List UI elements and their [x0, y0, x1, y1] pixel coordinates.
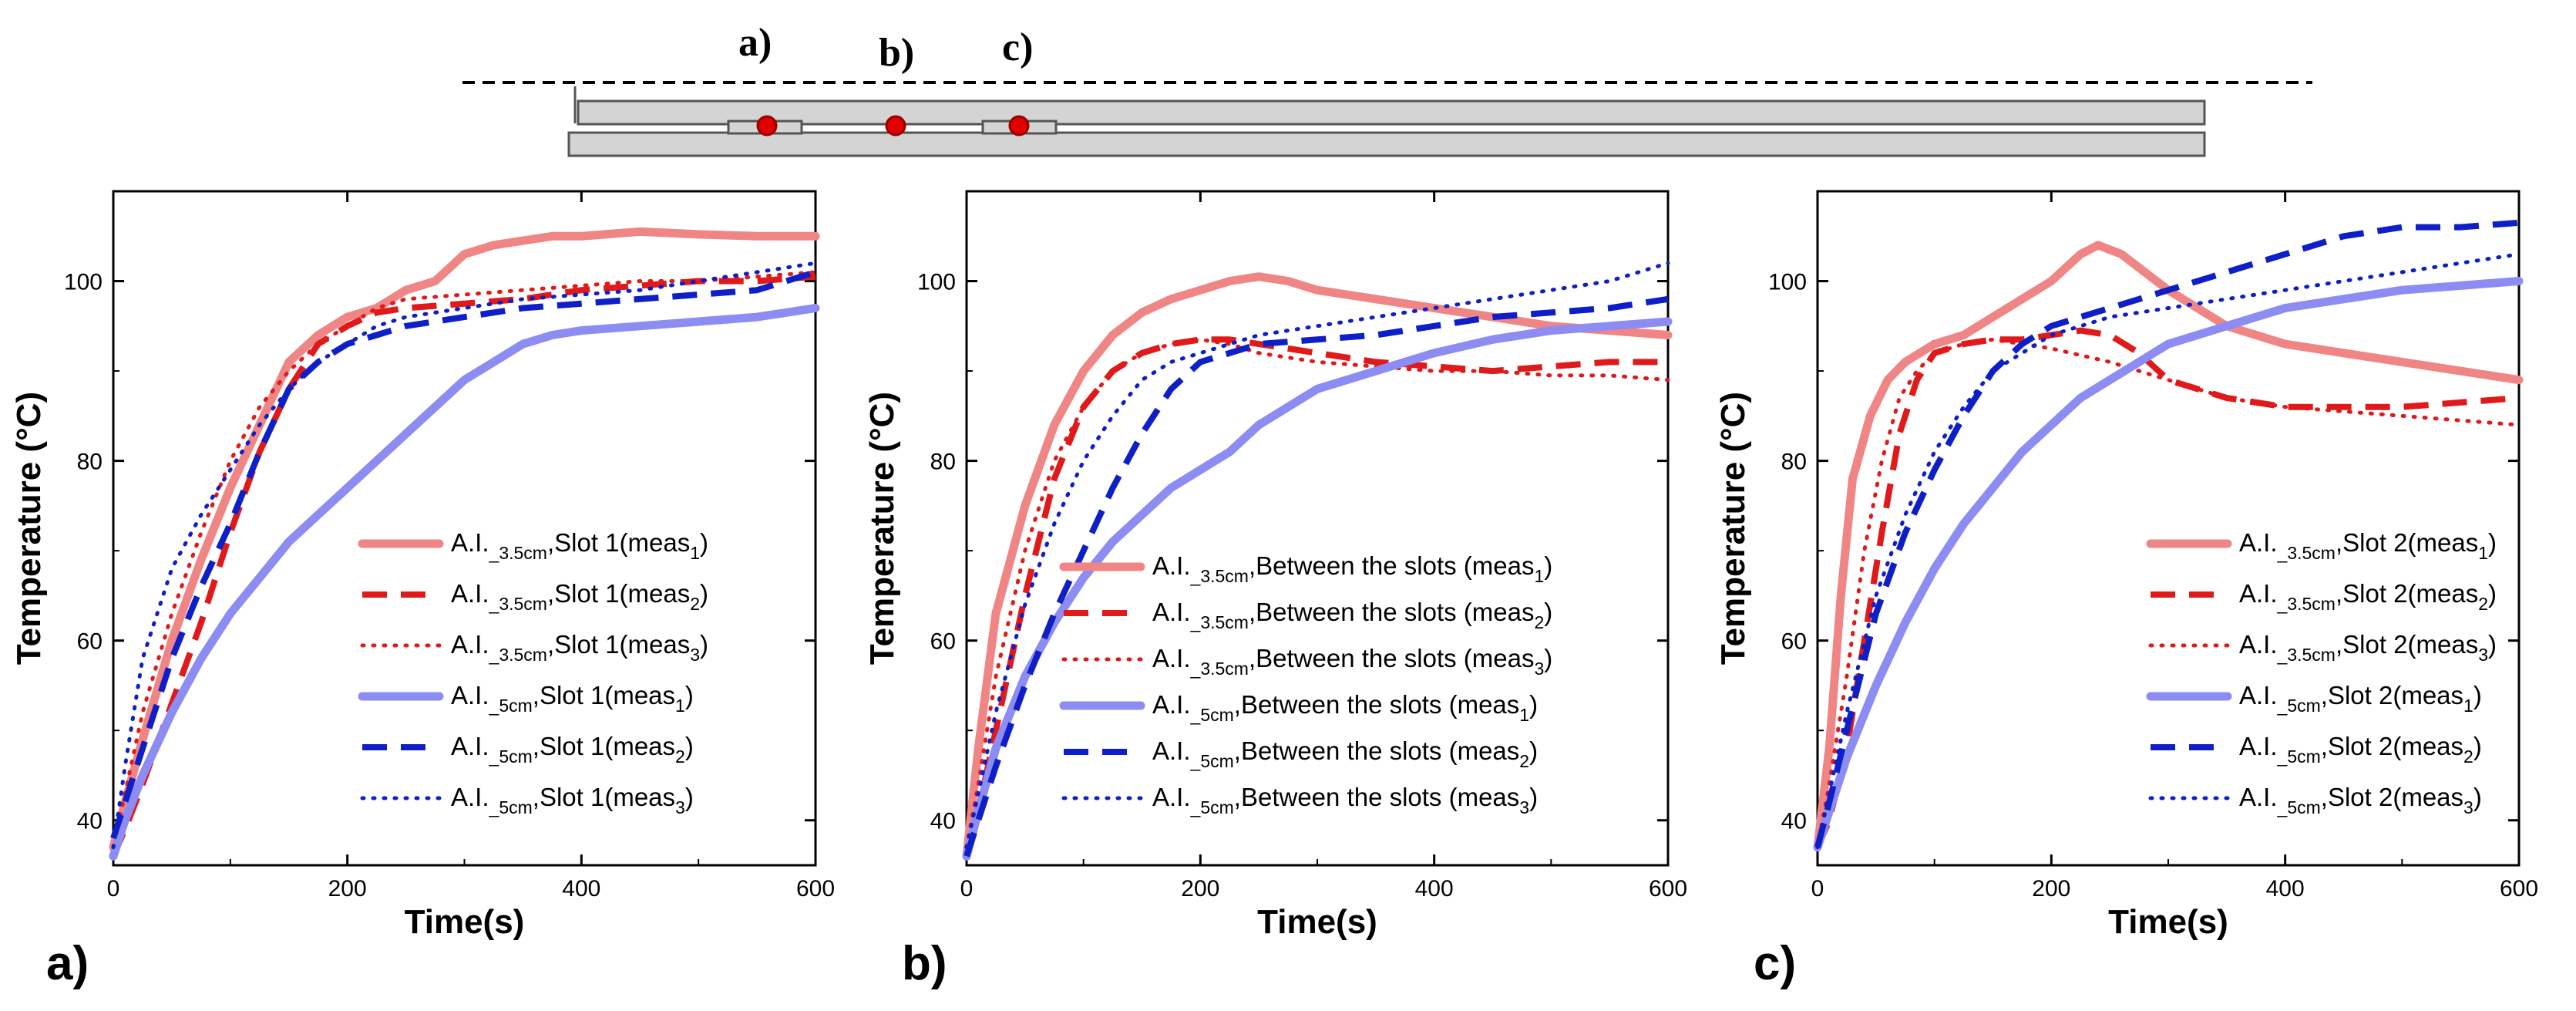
legend-entry: A.I._3.5cm,Slot 1(meas3) [451, 630, 708, 665]
series-line-4 [1813, 277, 2524, 852]
y-tick-label: 80 [1781, 450, 1807, 475]
x-axis-title: Time(s) [1257, 903, 1377, 941]
sensor-schematic: a) b) c) [462, 21, 2312, 157]
y-tick-label: 100 [917, 270, 956, 295]
legend-entry: A.I._5cm,Slot 1(meas2) [451, 732, 694, 767]
x-tick-label: 600 [2500, 876, 2538, 901]
legend-entry: A.I._3.5cm,Slot 1(meas1) [451, 528, 708, 563]
y-tick-label: 60 [1781, 629, 1807, 655]
legend: A.I._3.5cm,Slot 2(meas1) A.I._3.5cm,Slot … [2146, 528, 2497, 817]
x-tick-label: 200 [2032, 876, 2070, 901]
legend-entry: A.I._3.5cm,Slot 2(meas2) [2239, 579, 2497, 614]
panel-letter: b) [902, 937, 947, 990]
series-line-2 [110, 273, 816, 858]
legend-entry: A.I._3.5cm,Slot 2(meas1) [2239, 528, 2497, 563]
schematic-sensor-b [885, 115, 906, 136]
y-tick-label: 100 [64, 270, 103, 295]
panel-letter: a) [46, 937, 89, 990]
series-line-5 [963, 295, 1669, 858]
series-line-3 [111, 270, 818, 850]
y-tick-label: 40 [77, 809, 103, 834]
legend-entry: A.I._3.5cm,Between the slots (meas3) [1152, 644, 1552, 679]
y-axis-title: Temperature (°C) [1714, 392, 1752, 665]
series-line-4 [109, 304, 820, 861]
y-tick-label: 60 [930, 629, 956, 655]
schematic-label-b: b) [879, 31, 914, 75]
legend-entry: A.I._5cm,Slot 1(meas3) [451, 783, 694, 817]
legend-entry: A.I._5cm,Slot 2(meas2) [2239, 732, 2482, 767]
series-line-3 [964, 337, 1670, 850]
schematic-upper-plate [577, 99, 2206, 126]
y-axis-title: Temperature (°C) [10, 392, 48, 665]
x-axis-title: Time(s) [2108, 903, 2228, 941]
x-tick-label: 0 [1811, 876, 1824, 901]
y-axis-title: Temperature (°C) [863, 392, 901, 665]
x-tick-label: 0 [960, 876, 974, 901]
legend-entry: A.I._5cm,Slot 1(meas1) [451, 681, 694, 716]
x-axis-title: Time(s) [405, 903, 525, 941]
y-tick-label: 100 [1768, 270, 1807, 295]
legend-entry: A.I._5cm,Between the slots (meas3) [1152, 783, 1538, 817]
series-line-4 [962, 317, 1673, 861]
legend: A.I._3.5cm,Between the slots (meas1) A.I.… [1059, 551, 1552, 817]
series-line-1 [109, 227, 820, 852]
schematic-label-c: c) [1002, 25, 1033, 69]
x-tick-label: 600 [796, 876, 835, 901]
schematic-sensor-c [1008, 115, 1030, 136]
series-line-3 [1815, 337, 2521, 850]
schematic-sensor-a [756, 115, 778, 136]
schematic-label-a: a) [738, 21, 772, 65]
chart-panel-3: 0 200 400 600 40 60 80 100 Time(s) Temperature (°… [1714, 190, 2538, 990]
series-line-1 [1813, 241, 2524, 852]
y-tick-label: 60 [77, 629, 103, 655]
legend: A.I._3.5cm,Slot 1(meas1) A.I._3.5cm,Slot … [358, 528, 708, 817]
series-line-6 [1815, 252, 2521, 850]
panel-letter: c) [1754, 937, 1796, 990]
series-line-6 [111, 261, 818, 850]
legend-entry: A.I._3.5cm,Slot 1(meas2) [451, 579, 708, 614]
series-line-6 [964, 261, 1670, 850]
schematic-lower-plate [567, 131, 2206, 157]
x-tick-label: 400 [2266, 876, 2305, 901]
legend-entry: A.I._3.5cm,Slot 2(meas3) [2239, 630, 2497, 665]
x-tick-label: 400 [1415, 876, 1454, 901]
legend-entry: A.I._3.5cm,Between the slots (meas2) [1152, 598, 1552, 632]
x-tick-label: 600 [1649, 876, 1687, 901]
y-tick-label: 40 [1781, 809, 1807, 834]
series-line-5 [1814, 219, 2520, 848]
x-tick-label: 200 [328, 876, 367, 901]
y-tick-label: 80 [77, 450, 103, 475]
legend-entry: A.I._5cm,Slot 2(meas3) [2239, 783, 2482, 817]
x-tick-label: 0 [107, 876, 120, 901]
legend-entry: A.I._3.5cm,Between the slots (meas1) [1152, 551, 1552, 586]
chart-panel-2: 0 200 400 600 40 60 80 100 Time(s) Temperature (°… [863, 190, 1687, 990]
x-tick-label: 200 [1181, 876, 1219, 901]
y-tick-label: 80 [930, 450, 956, 475]
x-tick-label: 400 [562, 876, 600, 901]
legend-entry: A.I._5cm,Between the slots (meas2) [1152, 736, 1538, 771]
y-tick-label: 40 [930, 809, 956, 834]
series-line-1 [962, 272, 1673, 861]
legend-entry: A.I._5cm,Between the slots (meas1) [1152, 690, 1538, 725]
chart-panel-1: 0 200 400 600 40 60 80 100 Time(s) Temperature (°… [10, 190, 835, 990]
legend-entry: A.I._5cm,Slot 2(meas1) [2239, 681, 2482, 716]
